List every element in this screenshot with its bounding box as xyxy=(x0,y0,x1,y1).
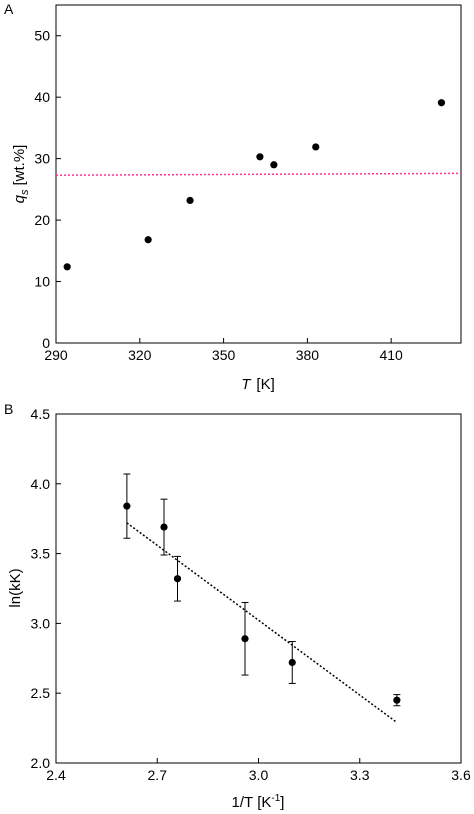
data-point xyxy=(241,635,249,643)
y-tick-label: 3.0 xyxy=(31,615,51,631)
x-axis-label-b: 1/T [K-1] xyxy=(232,793,285,811)
y-tick-label: 4.0 xyxy=(31,476,51,492)
reference-line xyxy=(55,172,462,176)
data-point xyxy=(393,696,401,704)
x-tick-label: 380 xyxy=(296,347,320,363)
data-points-b xyxy=(123,473,401,707)
x-tick-label: 2.4 xyxy=(46,767,66,783)
x-tick-label: 320 xyxy=(128,347,152,363)
y-tick-label: 3.5 xyxy=(31,546,51,562)
y-tick-label: 0 xyxy=(42,335,50,351)
x-tick-label: 350 xyxy=(212,347,236,363)
x-tick-label: 3.0 xyxy=(249,767,269,783)
panel-label-a: A xyxy=(4,1,14,17)
panel-b: B 2.0 2.5 3.0 3.5 4.0 4.5 2.4 2.7 3.0 3.3 3.6 ln(… xyxy=(4,401,471,811)
data-point xyxy=(312,143,320,151)
data-point xyxy=(144,236,152,244)
x-axis-a: 290 320 350 380 410 xyxy=(44,338,403,363)
y-axis-a: 0 10 20 30 40 50 xyxy=(34,28,61,351)
x-tick-label: 290 xyxy=(44,347,68,363)
y-tick-label: 4.5 xyxy=(31,406,51,422)
y-axis-label-a: qs[wt.%] xyxy=(11,145,31,204)
x-axis-b: 2.4 2.7 3.0 3.3 3.6 xyxy=(46,758,471,783)
plot-area-b xyxy=(55,413,462,764)
y-tick-label: 10 xyxy=(34,274,50,290)
panel-label-b: B xyxy=(4,401,13,417)
data-point xyxy=(173,575,182,583)
data-point xyxy=(186,196,194,205)
y-axis-b: 2.0 2.5 3.0 3.5 4.0 4.5 xyxy=(31,406,61,771)
y-tick-label: 30 xyxy=(34,151,50,167)
y-tick-label: 2.5 xyxy=(31,685,51,701)
x-tick-label: 2.7 xyxy=(148,767,168,783)
x-tick-label: 3.3 xyxy=(350,767,370,783)
reference-line-a xyxy=(55,172,462,176)
data-point xyxy=(437,99,446,107)
y-tick-label: 2.0 xyxy=(31,755,51,771)
fit-line-b xyxy=(126,522,398,724)
y-tick-label: 50 xyxy=(34,28,50,44)
data-point xyxy=(288,658,296,667)
panel-a: A 0 10 20 30 40 50 290 320 350 380 410 qs[wt.%] T… xyxy=(4,1,462,393)
data-point xyxy=(256,153,264,161)
x-axis-label-a: T [K] xyxy=(241,376,275,393)
y-axis-label-b: ln(kK) xyxy=(7,568,24,607)
data-point xyxy=(123,502,131,510)
fit-line xyxy=(126,522,398,724)
data-point xyxy=(270,161,278,169)
y-tick-label: 20 xyxy=(34,212,50,228)
data-point xyxy=(160,523,168,531)
x-tick-label: 3.6 xyxy=(451,767,471,783)
data-point xyxy=(63,263,71,271)
data-points-a xyxy=(63,99,446,271)
y-tick-label: 40 xyxy=(34,89,50,105)
x-tick-label: 410 xyxy=(379,347,403,363)
